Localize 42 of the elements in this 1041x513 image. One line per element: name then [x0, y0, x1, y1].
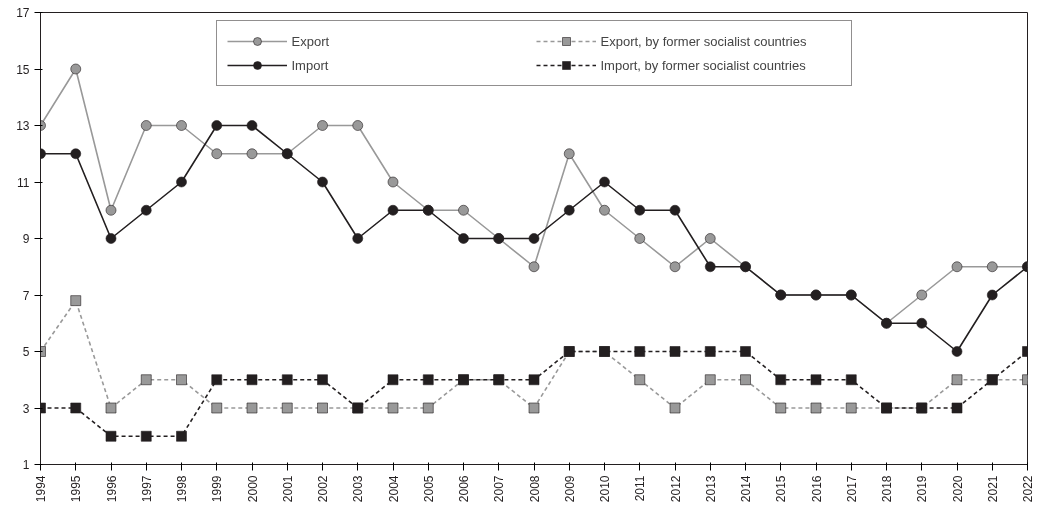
x-tick-label: 2012 — [668, 475, 683, 503]
y-tick-label: 5 — [22, 345, 30, 359]
x-tick-label: 1996 — [104, 475, 119, 503]
x-tick-label: 1997 — [139, 475, 154, 503]
x-tick-label: 2015 — [774, 475, 789, 503]
x-tick-label: 2022 — [1021, 475, 1035, 503]
x-tick-label: 1994 — [34, 475, 48, 503]
x-tick-label: 2017 — [844, 475, 859, 503]
x-tick-label: 2007 — [492, 475, 507, 503]
y-tick-label: 3 — [22, 401, 30, 416]
x-tick-label: 1999 — [210, 475, 225, 503]
x-tick-label: 1998 — [175, 475, 189, 503]
x-tick-label: 2018 — [880, 475, 894, 503]
x-tick-label: 2013 — [703, 475, 718, 503]
x-tick-label: 2006 — [457, 475, 471, 503]
x-tick-label: 2000 — [245, 475, 260, 503]
x-tick-label: 2020 — [950, 475, 965, 503]
x-tick-label: 2009 — [562, 475, 577, 503]
x-tick-label: 2004 — [386, 475, 401, 503]
x-tick-label: 2003 — [351, 475, 366, 503]
x-tick-label: 1995 — [69, 475, 84, 503]
legend-label: Export — [291, 33, 331, 49]
x-tick-label: 2008 — [527, 475, 542, 503]
y-tick-label: 15 — [16, 62, 30, 77]
y-tick-label: 7 — [22, 288, 30, 303]
legend-label: Export, by former socialist countries — [600, 33, 808, 49]
x-tick-label: 2014 — [739, 475, 753, 503]
x-tick-label: 2002 — [316, 475, 330, 503]
y-tick-label: 13 — [16, 119, 30, 133]
legend-label: Import — [291, 57, 330, 73]
y-tick-label: 1 — [22, 458, 30, 472]
y-tick-label: 17 — [16, 6, 30, 20]
legend-label: Import, by former socialist countries — [600, 57, 807, 73]
x-tick-label: 2021 — [985, 475, 1000, 503]
y-tick-label: 9 — [22, 232, 30, 246]
x-tick-label: 2001 — [280, 475, 295, 503]
y-tick-label: 11 — [17, 175, 30, 190]
x-tick-label: 2016 — [809, 475, 824, 503]
x-tick-label: 2005 — [421, 475, 436, 503]
x-tick-label: 2011 — [633, 475, 648, 502]
x-tick-label: 2019 — [915, 475, 930, 503]
x-tick-label: 2010 — [598, 475, 612, 503]
